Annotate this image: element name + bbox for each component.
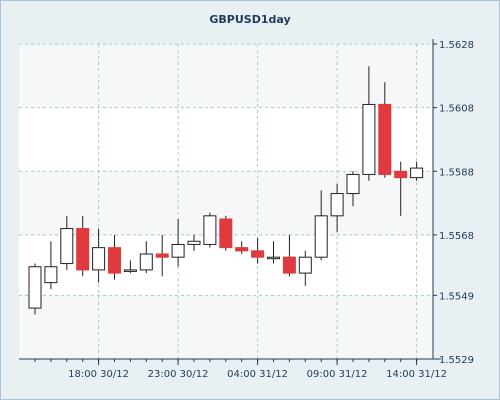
candle-body: [235, 247, 249, 252]
axes: 1.5529 1.5549 1.5568 1.5588 1.5608 1.5628 18:0…: [19, 39, 474, 380]
candle: [378, 82, 392, 178]
candle-body: [92, 247, 106, 271]
candle: [394, 161, 408, 216]
candle: [155, 234, 169, 277]
x-tick-label: 09:00 31/12: [307, 369, 368, 380]
candle-body: [44, 266, 58, 284]
x-tick-label: 23:00 30/12: [148, 369, 209, 380]
y-tick-label: 1.5549: [439, 291, 474, 302]
x-tick-label: 14:00 31/12: [386, 369, 447, 380]
candle-body: [362, 103, 376, 175]
candle-body: [346, 173, 360, 195]
candle-body: [410, 167, 424, 179]
candle-body: [123, 269, 137, 272]
candle: [92, 228, 106, 283]
candle-body: [139, 253, 153, 271]
candle: [282, 234, 296, 277]
x-tick-label: 04:00 31/12: [227, 369, 288, 380]
candle: [171, 219, 185, 267]
chart-title: GBPUSD1day: [209, 13, 290, 26]
y-tick-label: 1.5588: [439, 167, 474, 178]
candle: [346, 171, 360, 207]
candle-body: [171, 243, 185, 258]
candle-body: [378, 103, 392, 175]
candle-body: [330, 193, 344, 217]
plot-area: [19, 44, 433, 359]
candle-body: [155, 253, 169, 258]
y-tick-label: 1.5529: [439, 355, 474, 366]
candle: [203, 212, 217, 248]
candle: [410, 161, 424, 181]
candle-body: [108, 247, 121, 274]
candle: [187, 234, 201, 251]
candle-body: [267, 256, 280, 260]
candle: [44, 241, 58, 289]
candle: [267, 241, 280, 264]
candle-body: [394, 170, 408, 179]
plot-band: [19, 295, 433, 359]
candle: [235, 241, 249, 254]
plot-band: [19, 44, 433, 108]
candle: [219, 215, 233, 251]
candle: [314, 190, 328, 261]
candle: [123, 260, 137, 274]
y-tick-label: 1.5608: [439, 104, 474, 115]
candle: [330, 184, 344, 232]
candle-body: [251, 250, 265, 258]
candles: [28, 66, 424, 315]
candle: [28, 263, 42, 315]
candle-body: [28, 266, 42, 309]
y-tick-label: 1.5628: [439, 40, 474, 51]
candle-body: [282, 256, 296, 274]
y-tick-label: 1.5568: [439, 231, 474, 242]
candle-body: [76, 228, 90, 271]
candle-body: [60, 228, 74, 265]
candle: [362, 66, 376, 181]
candle: [76, 215, 90, 277]
candle-body: [314, 215, 328, 258]
candle-body: [187, 240, 201, 245]
candle: [251, 238, 265, 264]
candle: [60, 215, 74, 270]
candle: [298, 250, 312, 286]
candle-body: [203, 215, 217, 245]
x-tick-label: 18:00 30/12: [68, 369, 129, 380]
candle-body: [219, 218, 233, 249]
candle: [108, 234, 121, 280]
candle-body: [298, 256, 312, 274]
candle: [139, 241, 153, 274]
